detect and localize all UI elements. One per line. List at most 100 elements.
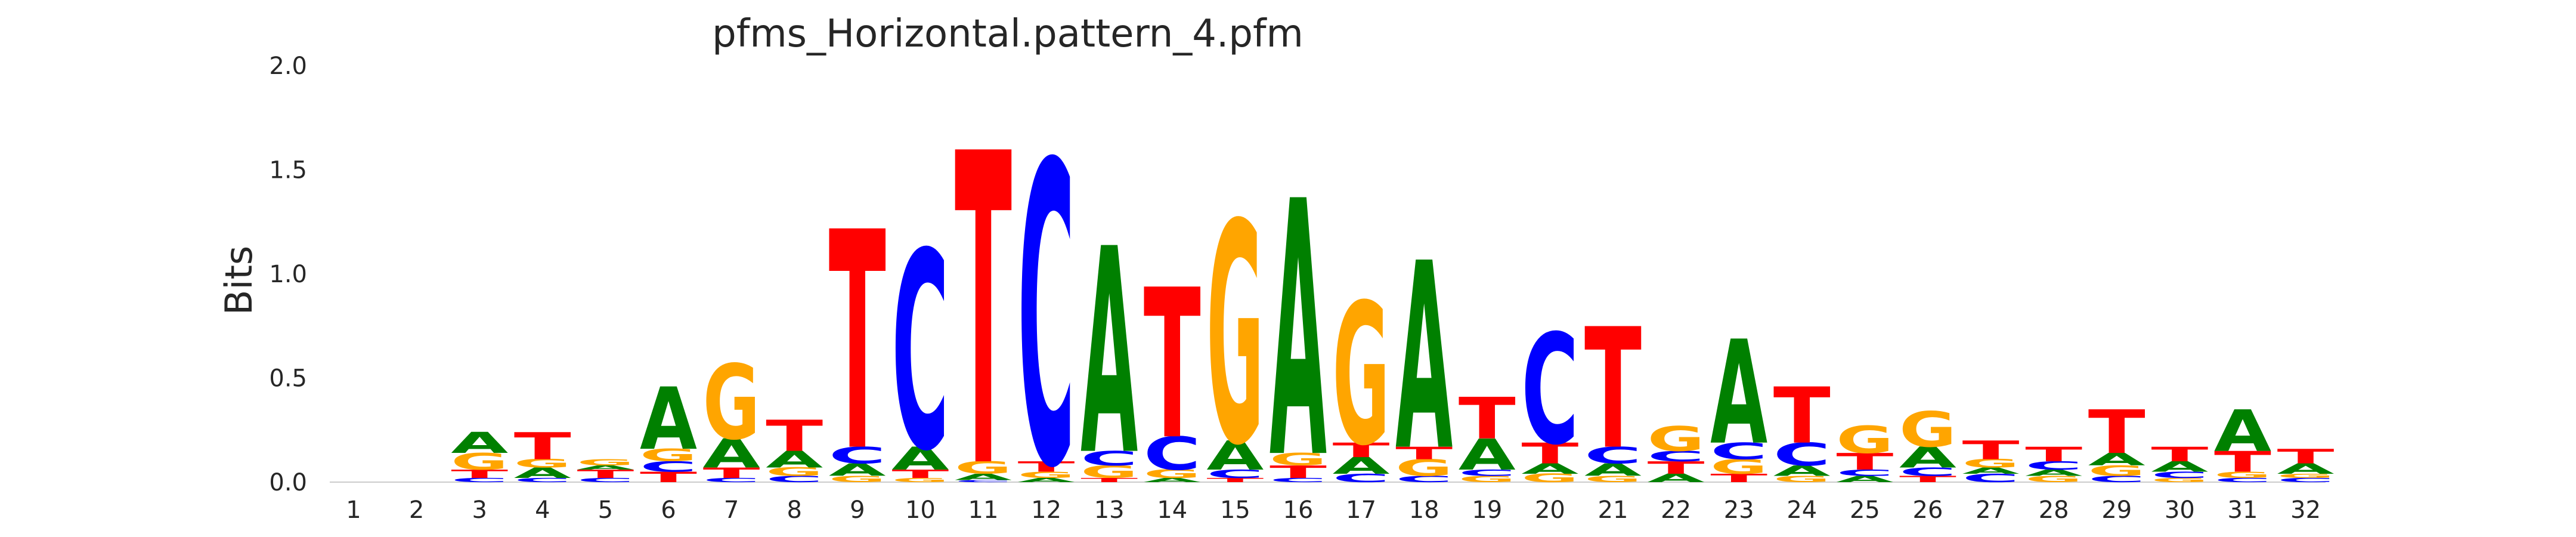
logo-letter-T: T — [829, 169, 887, 517]
logo-letter-C: C — [1333, 471, 1390, 484]
x-axis: 1 2 3 4 5 6 7 8 9 10 11 12 13 14 15 16 17 18 19 20 21 22 23 24 2… — [346, 496, 2321, 524]
y-tick-label: 1.5 — [269, 157, 307, 184]
logo-letter-G: G — [1584, 474, 1642, 484]
x-tick-label: 14 — [1157, 496, 1187, 524]
logo-letter-T: T — [1270, 462, 1327, 482]
logo-letter-T: T — [2277, 445, 2334, 468]
logo-letter-A: A — [2277, 461, 2334, 477]
logo-letter-A: A — [955, 472, 1012, 482]
logo-letter-T: T — [514, 425, 571, 468]
logo-letter-T: T — [2025, 443, 2082, 466]
logo-letter-T: T — [640, 469, 697, 486]
logo-letter-G: G — [1648, 419, 1705, 459]
x-tick-label: 19 — [1472, 496, 1502, 524]
x-tick-label: 22 — [1661, 496, 1691, 524]
x-tick-label: 12 — [1031, 496, 1061, 524]
logo-letter-C: C — [1962, 471, 2020, 484]
logo-letter-A: A — [1018, 477, 1075, 483]
logo-letter-A: A — [640, 370, 697, 470]
logo-letter-T: T — [1962, 435, 2020, 465]
logo-letter-C: C — [2277, 477, 2334, 483]
x-tick-label: 16 — [1283, 496, 1314, 524]
logo-letter-T: T — [703, 465, 760, 482]
logo-letter-G: G — [1206, 160, 1264, 512]
logo-letter-T: T — [1018, 458, 1075, 475]
x-tick-label: 9 — [850, 496, 865, 524]
logo-letter-A: A — [829, 460, 886, 480]
logo-letter-A: A — [1080, 189, 1138, 518]
logo-letter-T: T — [1899, 474, 1956, 484]
logo-letter-G: G — [451, 448, 508, 475]
x-tick-label: 3 — [472, 496, 487, 524]
y-tick-label: 0.5 — [269, 365, 307, 393]
logo-letter-C: C — [955, 480, 1012, 483]
logo-letter-C: C — [1206, 467, 1264, 480]
logo-letter-A: A — [2214, 399, 2271, 465]
logo-letter-C: C — [1018, 78, 1075, 537]
logo-letter-T: T — [1773, 371, 1831, 461]
x-tick-label: 20 — [1535, 496, 1565, 524]
logo-letter-A: A — [1270, 128, 1327, 536]
x-tick-label: 10 — [905, 496, 936, 524]
logo-letter-G: G — [1899, 402, 1956, 458]
logo-letter-C: C — [1521, 303, 1578, 479]
logo-letter-A: A — [1521, 461, 1578, 477]
logo-letter-T: T — [577, 467, 634, 480]
logo-letter-C: C — [1899, 465, 1956, 479]
y-axis-label: Bits — [217, 246, 261, 315]
logo-letter-T: T — [1080, 477, 1138, 483]
logo-letter-T: T — [1584, 293, 1642, 486]
logo-letter-C: C — [2214, 477, 2271, 483]
logo-letter-A: A — [577, 464, 634, 471]
logo-letter-G: G — [640, 446, 697, 465]
logo-letter-T: T — [1333, 439, 1390, 462]
logo-letter-T: T — [955, 64, 1013, 537]
logo-letter-A: A — [891, 441, 949, 477]
logo-letter-A: A — [703, 431, 760, 477]
logo-letter-C: C — [1144, 428, 1201, 481]
logo-letter-G: G — [955, 458, 1012, 478]
logo-letter-A: A — [451, 427, 508, 459]
logo-letter-C: C — [1836, 468, 1893, 478]
logo-letter-G: G — [1773, 474, 1831, 484]
x-tick-label: 29 — [2101, 496, 2132, 524]
logo-letter-A: A — [1144, 477, 1201, 483]
logo-letter-C: C — [1270, 477, 1327, 483]
logo-letter-T: T — [1395, 443, 1453, 463]
logo-letter-G: G — [1018, 470, 1075, 480]
logo-letter-C: C — [891, 195, 949, 511]
logo-letter-G: G — [577, 458, 634, 468]
x-tick-label: 24 — [1787, 496, 1817, 524]
logo-letter-T: T — [1710, 471, 1767, 484]
x-tick-label: 4 — [535, 496, 550, 524]
logo-letter-G: G — [1144, 467, 1201, 480]
logo-letter-A: A — [2088, 450, 2145, 470]
logo-letter-G: G — [829, 474, 886, 484]
logo-letter-C: C — [514, 477, 571, 483]
x-tick-label: 11 — [968, 496, 999, 524]
logo-letter-A: A — [2151, 459, 2208, 476]
logo-letter-G: G — [2088, 462, 2145, 479]
logo-letter-C: C — [1459, 468, 1516, 478]
logo-letter-A: A — [1584, 460, 1642, 480]
logo-letter-A: A — [766, 446, 823, 473]
x-tick-label: 6 — [661, 496, 676, 524]
x-tick-label: 17 — [1346, 496, 1376, 524]
logo-letter-A: A — [1836, 474, 1893, 484]
logo-letter-A: A — [1333, 453, 1390, 480]
logo-letter-A: A — [1459, 430, 1516, 480]
logo-letter-C: C — [577, 477, 634, 483]
logo-letter-T: T — [1144, 246, 1202, 486]
logo-letter-T: T — [1459, 385, 1516, 452]
logo-letter-A: A — [2025, 468, 2082, 478]
logo-letter-G: G — [1080, 462, 1138, 482]
logo-letter-C: C — [2025, 459, 2082, 472]
logo-letter-C: C — [1395, 474, 1453, 484]
y-tick-label: 2.0 — [269, 53, 307, 80]
logo-letter-T: T — [1648, 458, 1705, 477]
logo-letter-G: G — [1333, 263, 1390, 489]
logo-letter-A: A — [1206, 433, 1264, 479]
logo-letter-G: G — [1836, 419, 1893, 462]
x-tick-label: 18 — [1409, 496, 1439, 524]
